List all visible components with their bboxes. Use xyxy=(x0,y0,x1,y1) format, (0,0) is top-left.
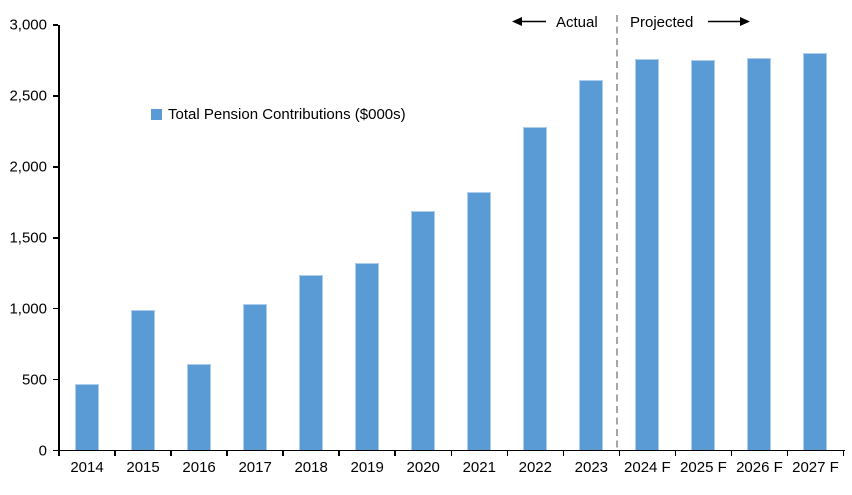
x-axis-label: 2014 xyxy=(70,459,104,476)
x-axis-label: 2027 F xyxy=(792,459,839,476)
bar xyxy=(131,310,156,451)
x-axis-tick xyxy=(114,450,116,456)
x-axis-tick xyxy=(506,450,509,456)
bar xyxy=(299,274,324,451)
bar xyxy=(635,59,660,451)
bar xyxy=(523,127,548,451)
bar xyxy=(579,80,604,451)
right-arrow-icon xyxy=(708,17,750,26)
y-axis-label: 1,500 xyxy=(9,229,47,247)
y-axis-tick xyxy=(53,378,58,381)
y-axis-label: 2,500 xyxy=(9,87,47,105)
bar xyxy=(467,192,492,451)
y-axis-label: 3,000 xyxy=(9,16,47,34)
bar xyxy=(355,263,380,451)
x-axis-tick xyxy=(450,450,452,456)
left-arrow-icon xyxy=(512,17,546,26)
x-axis-tick xyxy=(58,450,60,456)
x-axis-tick xyxy=(842,450,845,456)
bar xyxy=(243,304,268,451)
legend-swatch-icon xyxy=(151,109,162,120)
x-axis-tick xyxy=(562,450,565,456)
legend-label: Total Pension Contributions ($000s) xyxy=(168,106,406,123)
bar xyxy=(691,60,716,451)
bar xyxy=(747,57,772,451)
chart-legend: Total Pension Contributions ($000s) xyxy=(151,106,406,123)
x-axis-label: 2018 xyxy=(294,459,328,476)
y-axis-tick xyxy=(53,95,58,97)
y-axis-tick xyxy=(53,237,58,239)
x-axis-label: 2025 F xyxy=(680,459,727,476)
x-axis-label: 2024 F xyxy=(624,459,671,476)
bar xyxy=(411,210,436,451)
x-axis-label: 2020 xyxy=(406,459,440,476)
x-axis-label: 2015 xyxy=(126,459,160,476)
x-axis-tick xyxy=(674,450,677,456)
x-axis-label: 2022 xyxy=(518,459,552,476)
x-axis xyxy=(58,449,845,452)
x-axis-tick xyxy=(226,450,228,456)
x-axis-tick xyxy=(394,450,396,456)
x-axis-tick xyxy=(730,450,733,456)
y-axis-tick xyxy=(53,449,58,452)
actual-label: Actual xyxy=(556,14,598,31)
x-axis-label: 2017 xyxy=(238,459,272,476)
x-axis-label: 2026 F xyxy=(736,459,783,476)
bar xyxy=(803,53,828,451)
y-axis-tick xyxy=(53,166,58,168)
y-axis-label: 2,000 xyxy=(9,158,47,176)
y-axis xyxy=(58,25,60,451)
x-axis-tick xyxy=(282,450,284,456)
x-axis-tick xyxy=(618,450,621,456)
y-axis-tick xyxy=(53,307,58,310)
actual-projected-divider-line xyxy=(616,15,618,450)
x-axis-tick xyxy=(338,450,340,456)
x-axis-label: 2016 xyxy=(182,459,216,476)
y-axis-label: 1,000 xyxy=(9,300,47,318)
bar xyxy=(75,383,100,451)
bar xyxy=(187,363,212,451)
y-axis-label: 0 xyxy=(38,442,47,459)
x-axis-label: 2023 xyxy=(574,459,609,476)
x-axis-tick xyxy=(170,450,172,456)
y-axis-label: 500 xyxy=(21,371,47,389)
projected-label: Projected xyxy=(630,14,694,31)
x-axis-label: 2021 xyxy=(462,459,496,476)
x-axis-tick xyxy=(786,450,789,456)
x-axis-label: 2019 xyxy=(350,459,384,476)
y-axis-tick xyxy=(53,24,58,26)
